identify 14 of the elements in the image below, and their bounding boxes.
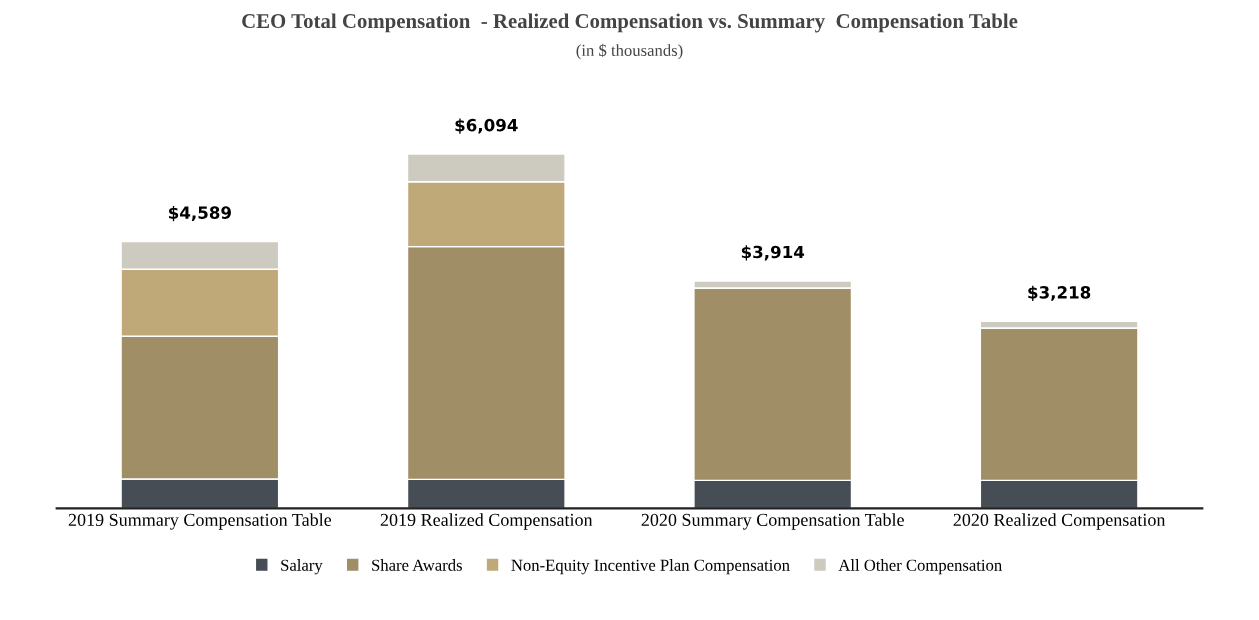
annotation: $4,589 (169, 206, 231, 222)
annotation: $3,218 (1028, 285, 1091, 301)
annotation: $3,914 (741, 245, 805, 261)
legend-label: All Other Compensation (838, 559, 1002, 575)
legend-label: Share Awards (372, 559, 462, 571)
x-tick-label: 2019 Realized Compensation (380, 513, 593, 530)
legend-label: Non-Equity Incentive Plan Compensation (511, 559, 790, 575)
x-tick-label: 2020 Realized Compensation (953, 513, 1166, 530)
chart-subtitle: (in $ thousands) (576, 43, 683, 60)
x-tick-label: 2020 Summary Compensation Table (641, 513, 904, 530)
annotation: $6,094 (455, 118, 518, 134)
legend-label: Salary (281, 559, 323, 575)
x-tick-label: 2019 Summary Compensation Table (68, 513, 332, 530)
chart-title: CEO Total Compensation - Realized Compensation vs. Summary Compensation Table (242, 13, 1018, 33)
